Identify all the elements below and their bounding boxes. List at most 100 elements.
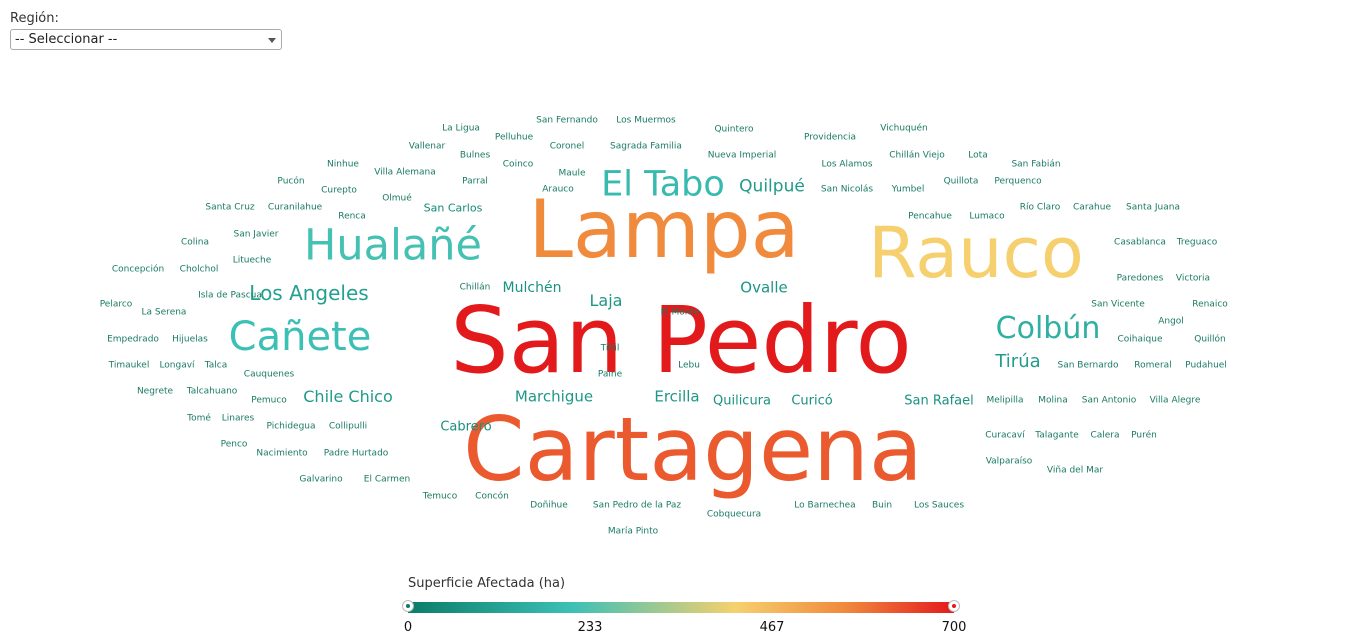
word-melipilla[interactable]: Melipilla <box>986 395 1024 406</box>
word-maría-pinto[interactable]: María Pinto <box>607 526 659 537</box>
word-galvarino[interactable]: Galvarino <box>299 474 343 485</box>
word-lampa[interactable]: Lampa <box>528 183 800 276</box>
word-providencia[interactable]: Providencia <box>803 132 857 143</box>
range-max-handle[interactable] <box>948 600 960 612</box>
word-san-pedro-de-la-paz[interactable]: San Pedro de la Paz <box>592 500 682 511</box>
word-renca[interactable]: Renca <box>338 211 366 222</box>
word-cauquenes[interactable]: Cauquenes <box>243 369 295 380</box>
word-marchigue[interactable]: Marchigue <box>514 387 594 406</box>
word-san-antonio[interactable]: San Antonio <box>1081 395 1137 406</box>
word-sagrada-familia[interactable]: Sagrada Familia <box>610 141 682 152</box>
word-rauco[interactable]: Rauco <box>868 212 1084 294</box>
word-timaukel[interactable]: Timaukel <box>108 360 150 371</box>
word-romeral[interactable]: Romeral <box>1134 360 1172 371</box>
word-mulchén[interactable]: Mulchén <box>502 280 562 296</box>
word-lo-barnechea[interactable]: Lo Barnechea <box>794 500 856 511</box>
word-tirúa[interactable]: Tirúa <box>995 351 1041 372</box>
word-el-monte[interactable]: El Monte <box>660 307 700 318</box>
word-villa-alemana[interactable]: Villa Alemana <box>374 167 436 178</box>
word-isla-de-pascua[interactable]: Isla de Pascua <box>198 290 262 301</box>
word-el-carmen[interactable]: El Carmen <box>363 474 411 485</box>
word-cartagena[interactable]: Cartagena <box>463 398 923 501</box>
word-casablanca[interactable]: Casablanca <box>1114 237 1166 248</box>
word-cobquecura[interactable]: Cobquecura <box>706 509 762 520</box>
word-talagante[interactable]: Talagante <box>1035 430 1079 441</box>
word-penco[interactable]: Penco <box>220 439 248 450</box>
word-santa-cruz[interactable]: Santa Cruz <box>205 202 255 213</box>
word-carahue[interactable]: Carahue <box>1073 202 1111 213</box>
word-paine[interactable]: Paine <box>597 369 623 380</box>
word-curacaví[interactable]: Curacaví <box>985 430 1025 441</box>
word-tomé[interactable]: Tomé <box>187 413 211 424</box>
word-quillota[interactable]: Quillota <box>943 176 979 187</box>
word-yumbel[interactable]: Yumbel <box>891 184 925 195</box>
word-el-tabo[interactable]: El Tabo <box>601 164 725 205</box>
word-san-rafael[interactable]: San Rafael <box>904 393 974 409</box>
word-chile-chico[interactable]: Chile Chico <box>303 387 393 406</box>
word-pencahue[interactable]: Pencahue <box>908 211 952 222</box>
word-cholchol[interactable]: Cholchol <box>179 264 219 275</box>
range-min-handle[interactable] <box>402 600 414 612</box>
word-lebu[interactable]: Lebu <box>678 360 700 371</box>
word-colina[interactable]: Colina <box>180 237 210 248</box>
word-olmué[interactable]: Olmué <box>382 193 412 204</box>
word-los-angeles[interactable]: Los Angeles <box>249 281 369 305</box>
word-san-fernando[interactable]: San Fernando <box>536 115 598 126</box>
word-nueva-imperial[interactable]: Nueva Imperial <box>707 150 777 161</box>
word-perquenco[interactable]: Perquenco <box>994 176 1042 187</box>
word-colbún[interactable]: Colbún <box>995 311 1101 346</box>
word-san-pedro[interactable]: San Pedro <box>450 287 912 394</box>
word-valparaíso[interactable]: Valparaíso <box>985 456 1033 467</box>
word-hualañé[interactable]: Hualañé <box>304 220 482 271</box>
word-chillán-viejo[interactable]: Chillán Viejo <box>889 150 945 161</box>
word-lumaco[interactable]: Lumaco <box>969 211 1005 222</box>
word-linares[interactable]: Linares <box>221 413 255 424</box>
word-viña-del-mar[interactable]: Viña del Mar <box>1046 465 1104 476</box>
word-la-ligua[interactable]: La Ligua <box>442 123 480 134</box>
word-villa-alegre[interactable]: Villa Alegre <box>1149 395 1201 406</box>
word-negrete[interactable]: Negrete <box>136 386 174 397</box>
word-hijuelas[interactable]: Hijuelas <box>172 334 208 345</box>
word-los-sauces[interactable]: Los Sauces <box>913 500 965 511</box>
word-empedrado[interactable]: Empedrado <box>107 334 159 345</box>
word-tiltil[interactable]: Tiltil <box>600 343 620 354</box>
word-temuco[interactable]: Temuco <box>422 491 458 502</box>
word-la-serena[interactable]: La Serena <box>141 307 187 318</box>
word-lota[interactable]: Lota <box>968 150 988 161</box>
word-pemuco[interactable]: Pemuco <box>251 395 287 406</box>
word-calera[interactable]: Calera <box>1090 430 1120 441</box>
word-coronel[interactable]: Coronel <box>549 141 585 152</box>
word-padre-hurtado[interactable]: Padre Hurtado <box>323 448 389 459</box>
word-talcahuano[interactable]: Talcahuano <box>186 386 238 397</box>
word-quilpué[interactable]: Quilpué <box>739 176 805 197</box>
word-ercilla[interactable]: Ercilla <box>654 387 700 406</box>
region-select[interactable]: -- Seleccionar -- <box>10 29 282 50</box>
word-parral[interactable]: Parral <box>462 176 488 187</box>
word-pelluhue[interactable]: Pelluhue <box>494 132 534 143</box>
word-cañete[interactable]: Cañete <box>228 314 372 360</box>
word-san-vicente[interactable]: San Vicente <box>1091 299 1145 310</box>
word-bulnes[interactable]: Bulnes <box>459 150 491 161</box>
word-angol[interactable]: Angol <box>1158 316 1184 327</box>
word-nacimiento[interactable]: Nacimiento <box>256 448 308 459</box>
word-pichidegua[interactable]: Pichidegua <box>266 421 316 432</box>
word-renaico[interactable]: Renaico <box>1192 299 1228 310</box>
word-quintero[interactable]: Quintero <box>714 124 754 135</box>
word-paredones[interactable]: Paredones <box>1116 273 1164 284</box>
word-molina[interactable]: Molina <box>1038 395 1068 406</box>
word-maule[interactable]: Maule <box>558 168 586 179</box>
word-longaví[interactable]: Longaví <box>159 360 195 371</box>
word-quilicura[interactable]: Quilicura <box>712 393 772 409</box>
word-río-claro[interactable]: Río Claro <box>1019 202 1061 213</box>
word-quillón[interactable]: Quillón <box>1194 334 1226 345</box>
word-pucón[interactable]: Pucón <box>277 176 305 187</box>
word-victoria[interactable]: Victoria <box>1175 273 1211 284</box>
word-santa-juana[interactable]: Santa Juana <box>1126 202 1180 213</box>
word-san-javier[interactable]: San Javier <box>233 229 279 240</box>
word-vichuquén[interactable]: Vichuquén <box>880 123 928 134</box>
word-cabrero[interactable]: Cabrero <box>440 419 492 435</box>
word-los-muermos[interactable]: Los Muermos <box>616 115 676 126</box>
word-purén[interactable]: Purén <box>1131 430 1157 441</box>
word-pelarco[interactable]: Pelarco <box>99 299 133 310</box>
word-curanilahue[interactable]: Curanilahue <box>267 202 323 213</box>
